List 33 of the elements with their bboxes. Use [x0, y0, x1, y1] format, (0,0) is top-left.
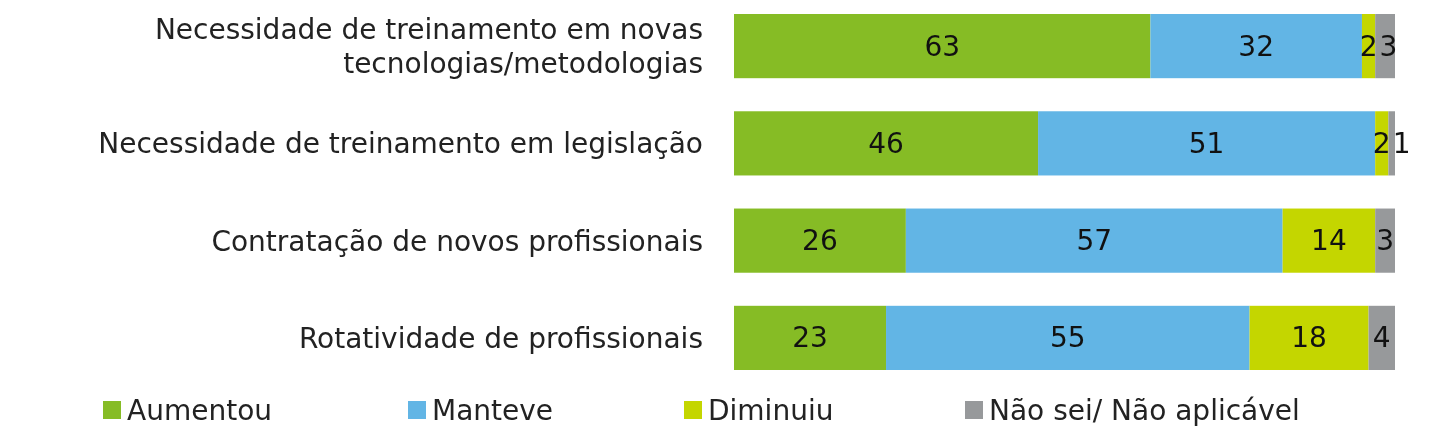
legend-label: Aumentou	[127, 393, 273, 426]
data-label: 3	[1376, 224, 1394, 258]
data-label: 4	[1372, 321, 1391, 355]
legend-label: Manteve	[432, 393, 554, 426]
data-label: 51	[1188, 126, 1225, 160]
y-tick-label: Necessidade de treinamento em legislação	[98, 126, 703, 160]
bar	[886, 305, 1250, 370]
y-tick-label: Rotatividade de profissionais	[298, 321, 703, 355]
data-label: 23	[792, 321, 828, 355]
bar	[1282, 208, 1376, 273]
bar	[1388, 111, 1395, 176]
bar	[1150, 14, 1362, 79]
legend-label: Diminuiu	[708, 393, 834, 426]
bar	[734, 208, 906, 273]
bar	[1038, 111, 1376, 176]
bar	[734, 305, 887, 370]
data-label: 32	[1238, 29, 1275, 63]
bar	[734, 111, 1039, 176]
data-label: 1	[1392, 126, 1411, 160]
data-label: 14	[1311, 224, 1347, 258]
bar	[734, 14, 1151, 79]
bar	[1249, 305, 1369, 370]
data-label: 3	[1379, 29, 1398, 63]
data-label: 55	[1049, 321, 1086, 355]
data-label: 46	[868, 126, 904, 160]
y-tick-label: Contratação de novos profissionais	[211, 224, 703, 258]
data-label: 57	[1076, 224, 1113, 258]
legend-label: Não sei/ Não aplicável	[989, 393, 1300, 426]
data-label: 18	[1291, 321, 1327, 355]
bar	[905, 208, 1283, 273]
data-label: 26	[802, 224, 838, 258]
y-tick-label: Necessidade de treinamento em novas tecnologias/metodologias	[154, 12, 703, 80]
data-label: 63	[924, 29, 961, 63]
